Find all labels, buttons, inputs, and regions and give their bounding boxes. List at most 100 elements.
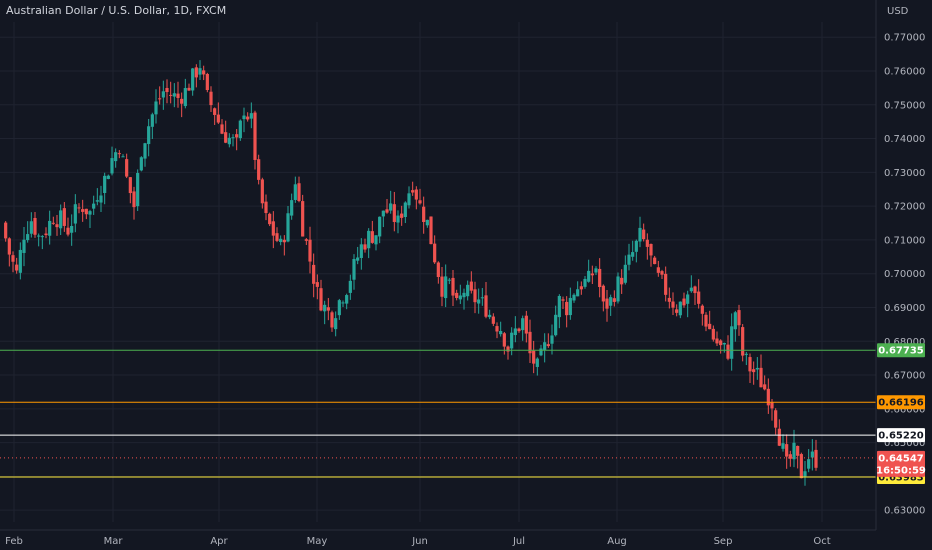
y-tick-label: 0.68000: [884, 337, 925, 348]
candle-body: [616, 276, 620, 302]
candle-body: [40, 236, 44, 238]
candle-body: [539, 348, 543, 356]
candle-body: [620, 277, 624, 285]
candle-body: [143, 143, 147, 159]
candle-body: [374, 235, 378, 245]
candle-body: [638, 227, 642, 242]
candle-body: [198, 68, 202, 75]
candle-body: [711, 328, 715, 340]
candle-body: [469, 281, 473, 291]
candle-body: [202, 70, 206, 75]
candle-body: [132, 191, 136, 208]
candle-body: [422, 206, 426, 222]
candle-body: [253, 112, 257, 160]
candle-body: [693, 286, 697, 294]
candle-body: [627, 254, 631, 265]
candle-body: [594, 268, 598, 273]
candle-body: [323, 304, 327, 312]
candle-body: [660, 271, 664, 275]
candle-body: [330, 312, 334, 328]
candle-body: [224, 132, 228, 143]
candle-body: [246, 116, 250, 120]
candle-body: [345, 295, 349, 304]
candle-body: [502, 333, 506, 347]
candle-body: [11, 255, 15, 262]
candle-body: [348, 280, 352, 293]
candle-body: [810, 451, 814, 458]
candle-body: [671, 301, 675, 308]
candle-body: [257, 159, 261, 180]
candle-body: [634, 240, 638, 252]
candle-body: [169, 94, 173, 96]
candle-body: [653, 257, 657, 265]
candle-body: [678, 301, 682, 316]
candle-body: [341, 302, 345, 304]
candle-body: [400, 213, 404, 218]
candle-body: [66, 227, 70, 235]
candle-body: [466, 284, 470, 297]
candle-body: [33, 217, 37, 235]
candle-body: [88, 211, 92, 215]
candle-body: [612, 298, 616, 302]
candle-body: [290, 200, 294, 216]
candle-body: [315, 282, 319, 287]
candle-body: [576, 289, 580, 297]
candle-body: [359, 244, 363, 258]
level-badge: [877, 343, 925, 358]
y-tick-label: 0.63000: [884, 506, 925, 517]
candle-body: [605, 298, 609, 309]
candle-body: [235, 134, 239, 138]
candle-body: [748, 357, 752, 372]
candle-body: [572, 294, 576, 301]
candle-body: [807, 459, 811, 469]
candle-body: [623, 264, 627, 283]
candle-body: [392, 204, 396, 222]
candle-body: [554, 314, 558, 336]
candle-body: [220, 124, 224, 134]
candle-body: [755, 367, 759, 370]
candle-body: [183, 88, 187, 107]
candle-body: [55, 224, 59, 228]
candle-body: [103, 175, 107, 193]
candle-body: [781, 443, 785, 449]
x-tick-label: May: [307, 536, 328, 547]
candle-body: [7, 238, 11, 255]
level-badge: [877, 395, 925, 410]
candle-body: [117, 153, 121, 155]
x-tick-label: Oct: [813, 536, 830, 547]
candle-body: [242, 115, 246, 120]
candle-body: [213, 108, 217, 115]
y-tick-label: 0.77000: [884, 33, 925, 44]
candle-body: [158, 98, 162, 100]
candle-body: [550, 335, 554, 344]
candle-body: [719, 340, 723, 346]
candle-body: [407, 193, 411, 206]
candle-body: [601, 285, 605, 302]
candle-body: [275, 233, 279, 241]
candle-body: [763, 384, 767, 390]
candle-body: [128, 177, 132, 194]
candle-body: [649, 243, 653, 256]
y-tick-label: 0.73000: [884, 168, 925, 179]
level-badge: [877, 428, 925, 443]
candle-body: [205, 73, 209, 91]
candle-body: [18, 249, 22, 273]
candle-body: [642, 229, 646, 240]
y-tick-label: 0.74000: [884, 134, 925, 145]
level-badge-label: 0.67735: [878, 346, 924, 357]
candle-body: [733, 312, 737, 330]
candle-body: [403, 202, 407, 217]
candle-body: [609, 297, 613, 306]
candle-body: [796, 445, 800, 456]
candle-body: [279, 238, 283, 242]
candle-body: [418, 200, 422, 204]
candle-body: [378, 216, 382, 237]
x-tick-label: Aug: [607, 536, 627, 547]
candle-body: [491, 316, 495, 324]
candle-body: [436, 262, 440, 277]
y-tick-label: 0.67000: [884, 371, 925, 382]
candle-body: [271, 221, 275, 236]
x-tick-label: Feb: [5, 536, 23, 547]
candle-body: [260, 179, 264, 204]
